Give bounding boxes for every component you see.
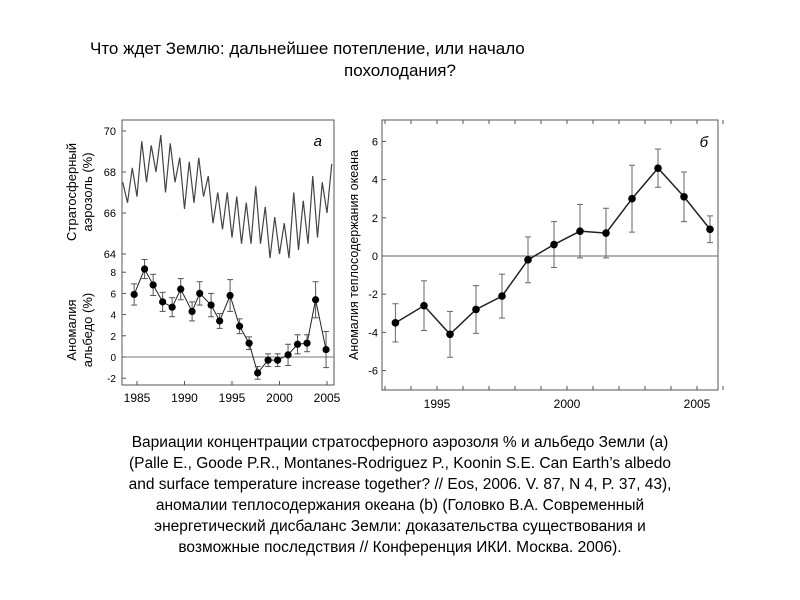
albedo-data-point [168,303,176,311]
ocean-ytick-label: -6 [368,366,378,378]
aerosol-ytick-label: 66 [104,208,116,220]
ocean-ytick-label: 4 [372,175,378,187]
albedo-ytick-label: 6 [110,289,116,300]
ocean-xtick-label: 1995 [424,397,451,411]
albedo-ytick-label: 2 [110,332,116,343]
ocean-data-point [498,292,506,300]
albedo-data-point [254,369,262,377]
ocean-data-point [446,330,454,339]
ocean-data-point [524,256,532,264]
aerosol-ylabel-2: аэрозоль (%) [80,152,95,231]
ocean-xtick-label: 2000 [554,397,581,411]
ocean-ytick-label: 0 [372,251,378,263]
aerosol-ytick-label: 68 [104,167,116,179]
ocean-ytick-label: -4 [368,327,378,339]
figure-caption: Вариации концентрации стратосферного аэр… [40,432,760,558]
ocean-data-point [680,192,688,201]
ocean-ytick-label: -2 [368,289,378,301]
ocean-ytick-label: 6 [372,136,378,148]
albedo-ytick-label: -2 [107,374,116,385]
albedo-xtick-label: 2005 [314,391,341,405]
ocean-ytick-label: 2 [372,213,378,225]
albedo-data-point [293,340,302,348]
panel-a-frame [121,119,335,386]
slide-title-line1: Что ждет Землю: дальнейшее потепление, и… [90,39,525,58]
caption-line: and surface temperature increase togethe… [128,476,672,493]
panel-b-frame [381,119,719,391]
caption-line: энергетический дисбаланс Земли: доказате… [154,518,646,535]
aerosol-ytick-label: 70 [104,126,116,138]
aerosol-series-line [122,135,333,259]
albedo-data-point [226,291,234,300]
albedo-xtick-label: 1995 [219,391,246,405]
albedo-ytick-label: 4 [110,311,116,322]
albedo-ytick-label: 0 [110,353,116,364]
ocean-data-point [576,227,584,235]
ocean-data-point [628,194,636,203]
albedo-data-point [177,285,185,293]
albedo-ylabel-1: Аномалия [64,299,79,360]
ocean-ylabel: Аномалия теплосодержания океана [347,150,361,360]
ocean-data-point [420,301,428,310]
caption-line: аномалии теплосодержания океана (b) (Гол… [155,497,645,514]
albedo-data-point [264,356,272,364]
albedo-ylabel-2: альбедо (%) [80,293,95,367]
albedo-data-point [245,339,253,347]
aerosol-ytick-label: 64 [104,249,116,261]
albedo-data-point [216,317,224,325]
caption-line: (Palle E., Goode P.R., Montanes-Rodrigue… [129,455,671,472]
albedo-data-point [141,265,149,273]
albedo-xtick-label: 2000 [266,391,293,405]
albedo-data-point [159,298,167,306]
albedo-data-point [322,345,330,354]
ocean-data-point [550,240,558,249]
panel-a-label: а [314,133,322,150]
albedo-xtick-label: 1985 [124,391,151,405]
ocean-data-point [602,229,610,237]
albedo-data-point [130,290,138,299]
caption-line: возможные последствия // Конференция ИКИ… [178,539,622,556]
aerosol-ylabel-1: Стратосферный [64,143,79,241]
albedo-data-point [207,301,215,309]
albedo-data-point [188,307,196,316]
panel-b-label: б [700,134,709,151]
albedo-data-point [149,281,157,289]
ocean-data-point [391,319,400,327]
albedo-xtick-label: 1990 [171,391,198,405]
albedo-data-point [284,351,292,359]
albedo-data-point [236,322,244,330]
albedo-ytick-label: 8 [110,268,116,279]
caption-line: Вариации концентрации стратосферного аэр… [131,434,669,451]
ocean-data-point [654,164,662,172]
ocean-data-point [472,305,480,314]
ocean-series-line [395,167,711,336]
albedo-data-point [274,356,282,364]
slide-title-line2: похолодания? [344,61,456,80]
albedo-data-point [196,289,204,297]
albedo-data-point [312,296,320,304]
ocean-data-point [706,225,714,234]
ocean-xtick-label: 2005 [684,397,711,411]
albedo-data-point [303,339,311,347]
